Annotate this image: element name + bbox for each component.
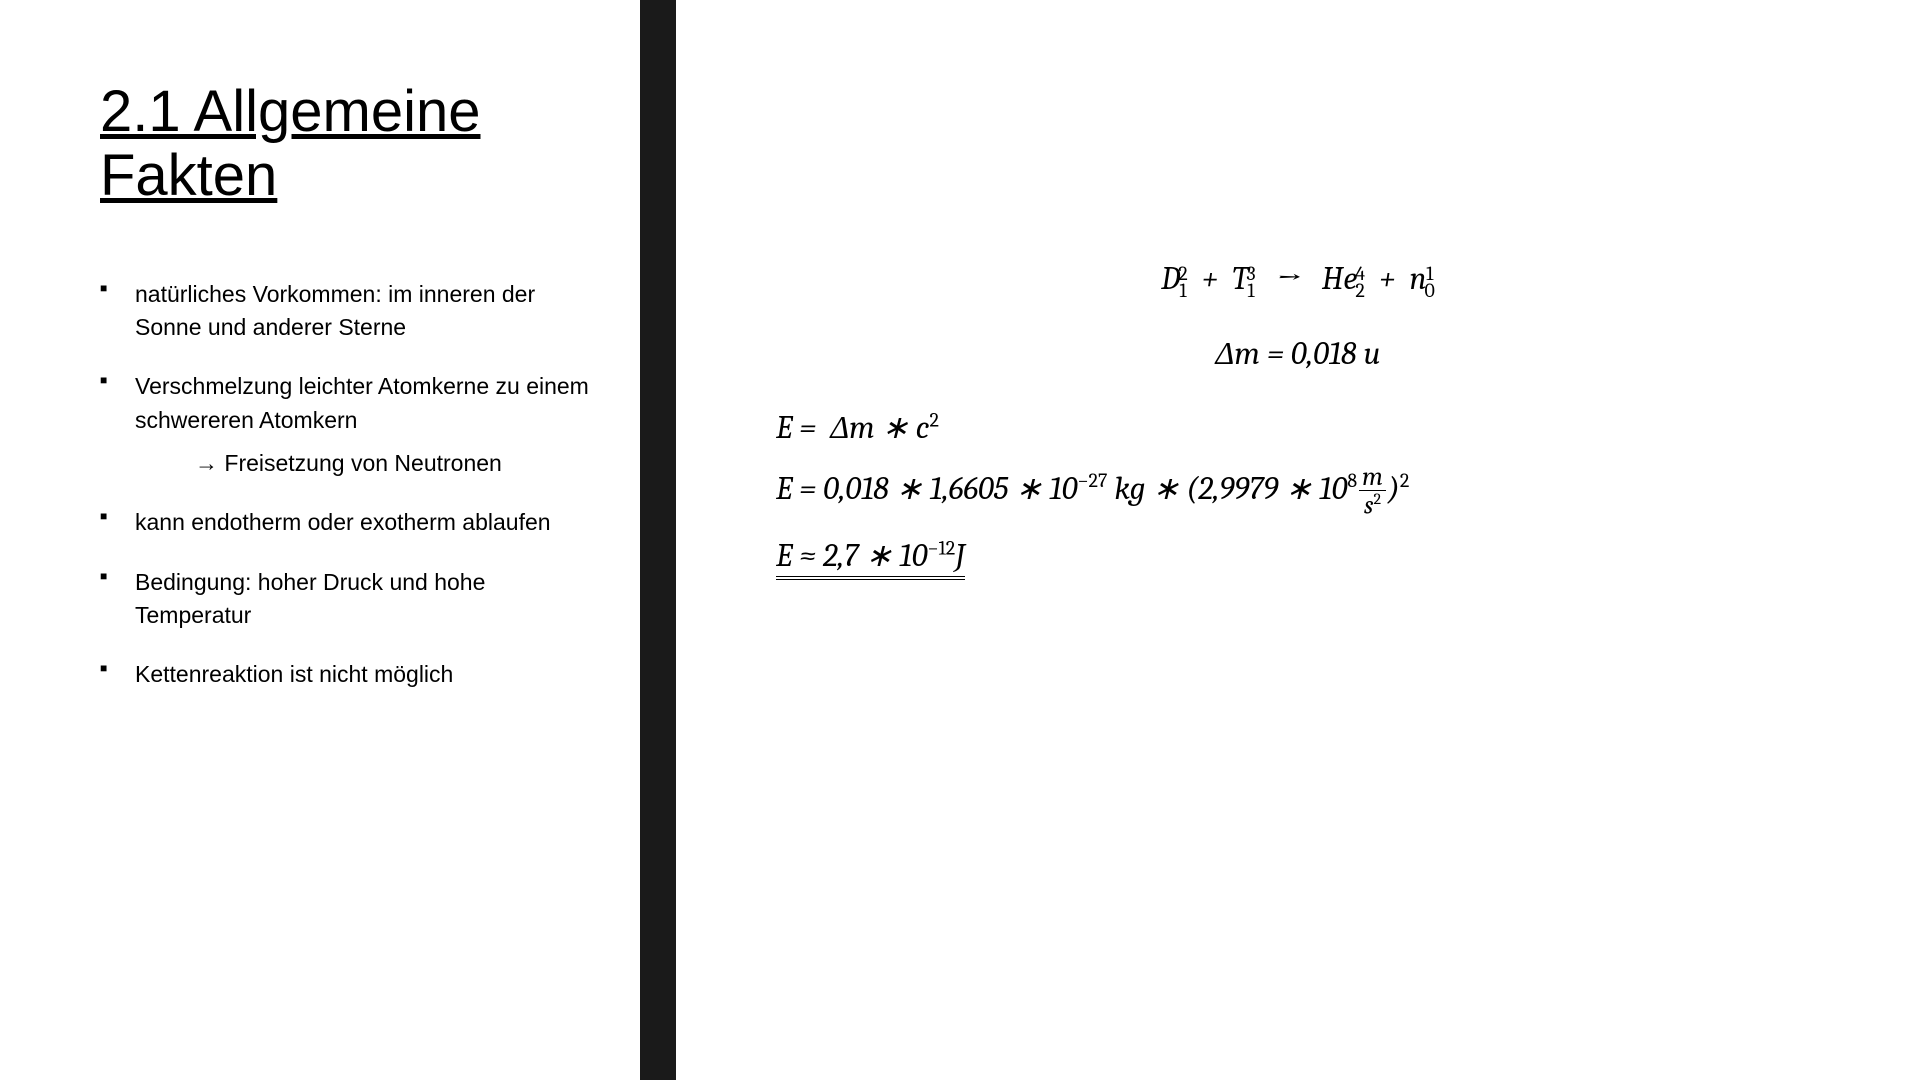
arrow: → [1277,260,1301,297]
symbol-he: He [1322,260,1358,297]
sub-item: → Freisetzung von Neutronen [100,447,590,480]
mass-defect-equation: Δm = 0,018 u [736,335,1860,372]
e3-exp: −12 [927,537,955,560]
t-sub: 1 [1246,282,1255,299]
energy-equation-1: E = Δm ∗ c2 [776,408,1860,446]
e2-part1: E = 0,018 ∗ 1,6605 ∗ 10 [776,469,1077,506]
e3-main: E ≈ 2,7 ∗ 10 [776,537,927,574]
frac-den-sup: 2 [1373,490,1381,508]
e2-exp1: −27 [1077,469,1107,492]
he-sub: 2 [1355,282,1365,299]
frac-num: m [1359,464,1386,491]
energy-equation-3: E ≈ 2,7 ∗ 10−12J [776,536,1860,580]
bullet-item: Bedingung: hoher Druck und hohe Temperat… [100,566,590,633]
energy-equation-2: E = 0,018 ∗ 1,6605 ∗ 10−27 kg ∗ (2,9979 … [776,464,1860,519]
bullet-item: Kettenreaktion ist nicht möglich [100,658,590,691]
e1-sup: 2 [929,408,938,431]
reaction-equation: D21 + T31 → He42 + n10 [736,260,1860,299]
bullet-list: natürliches Vorkommen: im inneren der So… [100,278,590,692]
left-panel: 2.1 Allgemeine Fakten natürliches Vorkom… [0,0,640,1080]
bullet-item: Verschmelzung leichter Atomkerne zu eine… [100,370,590,437]
vertical-divider [640,0,676,1080]
equation-block: D21 + T31 → He42 + n10 Δm = 0,018 u E = … [736,260,1860,580]
e2-close: ) [1388,469,1400,506]
e1-rhs: Δm ∗ c [830,409,929,446]
right-panel: D21 + T31 → He42 + n10 Δm = 0,018 u E = … [676,0,1920,1080]
e2-exp2: 8 [1347,469,1357,492]
fraction: ms2 [1359,464,1386,519]
bullet-item: kann endotherm oder exotherm ablaufen [100,506,590,539]
n-sub: 0 [1425,282,1435,299]
d-sub: 1 [1178,282,1187,299]
e2-final-sup: 2 [1400,469,1409,492]
e1-lhs: E = [776,409,823,446]
section-title: 2.1 Allgemeine Fakten [100,80,590,208]
e3-unit: J [955,537,965,574]
bullet-item: natürliches Vorkommen: im inneren der So… [100,278,590,345]
e2-mid: kg ∗ (2,9979 ∗ 10 [1107,469,1347,506]
